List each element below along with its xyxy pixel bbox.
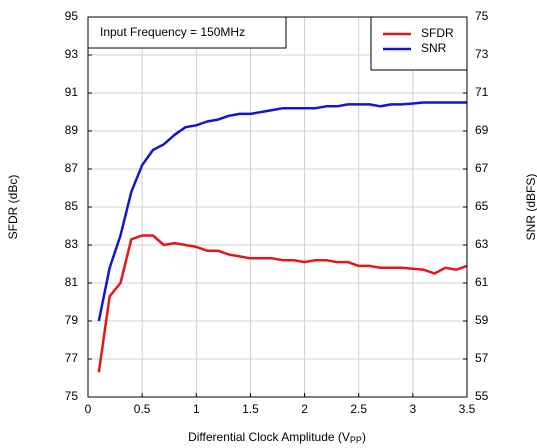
y-tick-label: 85 <box>65 199 79 213</box>
x-tick-label: 3 <box>410 402 417 416</box>
y2-tick-label: 73 <box>475 47 489 61</box>
y-tick-label: 79 <box>65 313 79 327</box>
y2-tick-label: 67 <box>475 161 489 175</box>
y-tick-label: 89 <box>65 123 79 137</box>
y2-tick-label: 65 <box>475 199 489 213</box>
x-tick-label: 2 <box>301 402 308 416</box>
y-tick-label: 75 <box>65 389 79 403</box>
x-axis-label-part: ) <box>362 430 366 444</box>
y-tick-label: 95 <box>65 9 79 23</box>
y2-tick-label: 61 <box>475 275 489 289</box>
x-tick-label: 0 <box>85 402 92 416</box>
legend-label: SFDR <box>421 26 454 40</box>
legend-label: SNR <box>421 41 447 55</box>
x-tick-label: 1.5 <box>242 402 259 416</box>
grid <box>87 16 468 398</box>
annotation: Input Frequency = 150MHz <box>100 25 245 39</box>
x-axis-label: Differential Clock Amplitude (VPP) <box>188 430 366 445</box>
annotation-box <box>87 16 287 49</box>
y2-tick-label: 75 <box>475 9 489 23</box>
x-tick-label: 2.5 <box>350 402 367 416</box>
x-tick-label: 3.5 <box>459 402 476 416</box>
series-line <box>97 234 468 373</box>
y2-tick-label: 59 <box>475 313 489 327</box>
y2-tick-label: 69 <box>475 123 489 137</box>
y-tick-label: 91 <box>65 85 79 99</box>
y-tick-label: 81 <box>65 275 79 289</box>
series-line <box>97 101 467 322</box>
y2-tick-label: 71 <box>475 85 489 99</box>
y2-tick-label: 63 <box>475 237 489 251</box>
x-axis-label-part: Differential Clock Amplitude (V <box>188 430 350 444</box>
y2-tick-label: 55 <box>475 389 489 403</box>
x-axis-label-sub: PP <box>350 435 362 445</box>
lines <box>97 101 468 373</box>
x-tick-label: 0.5 <box>134 402 151 416</box>
y-tick-label: 93 <box>65 47 79 61</box>
y-tick-label: 87 <box>65 161 79 175</box>
x-tick-label: 1 <box>193 402 200 416</box>
y-tick-label: 77 <box>65 351 79 365</box>
y-axis-label: SFDR (dBc) <box>6 175 20 240</box>
y2-tick-label: 57 <box>475 351 489 365</box>
y2-axis-label: SNR (dBFS) <box>524 174 537 241</box>
legend-box <box>370 16 468 71</box>
y-tick-label: 83 <box>65 237 79 251</box>
